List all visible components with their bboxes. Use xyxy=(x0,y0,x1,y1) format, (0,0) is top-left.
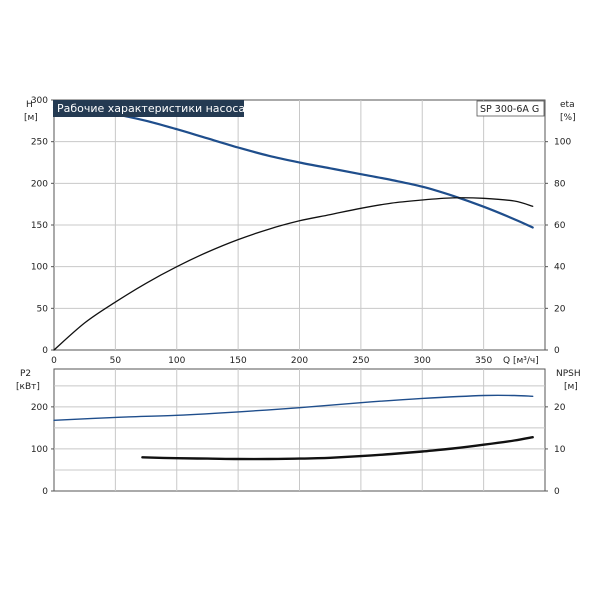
right-tick-label: 80 xyxy=(554,179,566,189)
lower-right-axis-label-line1: NPSH xyxy=(556,369,581,379)
left-tick-label: 0 xyxy=(42,346,48,356)
right-tick-label: 100 xyxy=(554,138,571,148)
right-tick-label: 20 xyxy=(554,403,566,413)
x-tick-label: 50 xyxy=(110,356,122,366)
lower-panel: 0 100 200 0 10 20 P2 [кВт] NPSH [м] xyxy=(16,368,581,497)
left-tick-label: 150 xyxy=(31,221,48,231)
upper-panel: 0 50 100 150 200 250 300 0 20 40 60 80 100 0 50 100 150 2… xyxy=(24,96,576,366)
x-tick-label: 150 xyxy=(230,356,247,366)
right-axis-label-line2: [%] xyxy=(560,113,576,123)
x-tick-label: 250 xyxy=(352,356,369,366)
left-tick-label: 100 xyxy=(31,263,48,273)
right-tick-label: 60 xyxy=(554,221,566,231)
left-tick-label: 300 xyxy=(31,96,48,106)
upper-grid xyxy=(54,100,545,350)
x-axis-label: Q [м³/ч] xyxy=(503,356,539,366)
x-tick-label: 100 xyxy=(168,356,185,366)
right-tick-label: 0 xyxy=(554,346,560,356)
left-tick-label: 100 xyxy=(31,445,48,455)
chart-title: Рабочие характеристики насоса xyxy=(57,102,245,115)
lower-tick-labels: 0 100 200 0 10 20 xyxy=(31,403,566,497)
left-tick-label: 250 xyxy=(31,138,48,148)
upper-tick-labels: 0 50 100 150 200 250 300 0 20 40 60 80 100 0 50 100 150 2… xyxy=(31,96,572,366)
x-tick-label: 350 xyxy=(475,356,492,366)
right-axis-label-line1: eta xyxy=(560,100,575,110)
lower-grid xyxy=(54,369,545,491)
right-axis-series-line xyxy=(53,197,534,351)
lower-left-axis-label-line2: [кВт] xyxy=(16,382,40,392)
left-tick-label: 200 xyxy=(31,179,48,189)
upper-series xyxy=(52,106,534,351)
right-tick-label: 40 xyxy=(554,263,566,273)
lower-right-axis-label-line2: [м] xyxy=(564,382,578,392)
left-tick-label: 0 xyxy=(42,487,48,497)
model-label-box xyxy=(476,100,545,117)
left-tick-label: 50 xyxy=(37,304,49,314)
model-label: SP 300-6A G xyxy=(480,104,539,115)
right-tick-label: 20 xyxy=(554,304,566,314)
x-tick-label: 200 xyxy=(291,356,308,366)
lower-left-axis-label-line1: P2 xyxy=(20,369,31,379)
left-tick-label: 200 xyxy=(31,403,48,413)
right-axis-series-line xyxy=(141,436,534,461)
left-axis-label-line1: H xyxy=(26,100,33,110)
x-tick-label: 0 xyxy=(51,356,57,366)
lower-series xyxy=(53,394,534,461)
left-axis-series-line xyxy=(53,394,534,421)
left-axis-series-line xyxy=(52,106,534,229)
title-background xyxy=(53,100,244,117)
right-tick-label: 10 xyxy=(554,445,566,455)
x-tick-label: 300 xyxy=(414,356,431,366)
left-axis-label-line2: [м] xyxy=(24,113,38,123)
right-tick-label: 0 xyxy=(554,487,560,497)
